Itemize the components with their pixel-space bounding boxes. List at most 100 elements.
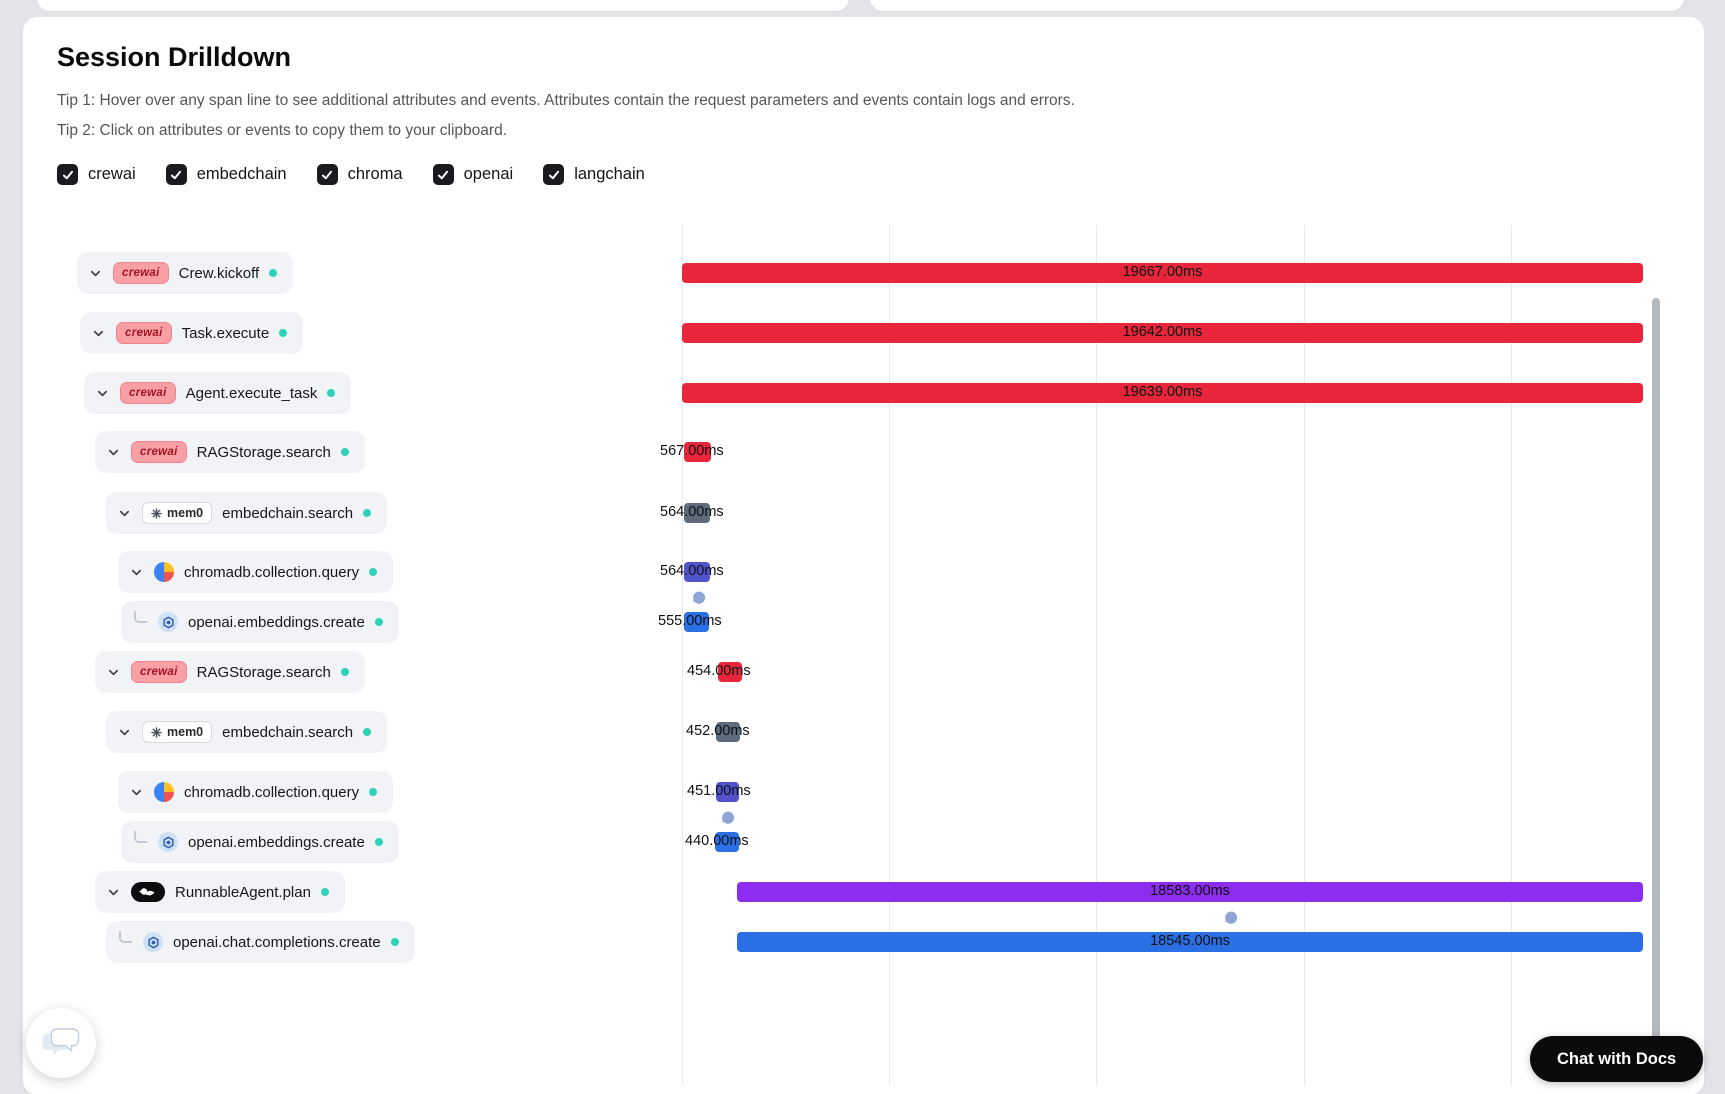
checkbox-checked-icon[interactable] — [316, 164, 338, 185]
span-pill[interactable]: chromadb.collection.query — [118, 771, 394, 813]
span-duration-bar[interactable] — [684, 503, 710, 523]
event-bubble-icon[interactable] — [690, 589, 708, 607]
span-pill[interactable]: openai.embeddings.create — [121, 601, 399, 643]
trace-row: openai.embeddings.create 440.00ms — [0, 809, 1725, 872]
provider-logo-slot: crewai — [113, 262, 169, 284]
span-duration-bar[interactable] — [684, 562, 710, 582]
provider-logo-slot: crewai — [120, 382, 176, 404]
mem0-star-icon — [151, 726, 162, 738]
status-dot — [374, 618, 383, 626]
provider-filter-embedchain[interactable]: embedchain — [165, 164, 287, 185]
span-duration-label: 564.00ms — [660, 504, 724, 520]
provider-logo-slot: crewai — [131, 441, 187, 463]
provider-filter-label: crewai — [88, 165, 136, 183]
span-pill[interactable]: openai.chat.completions.create — [106, 921, 415, 963]
provider-logo-slot — [143, 932, 163, 952]
chat-with-docs-button[interactable]: Chat with Docs — [1530, 1036, 1704, 1082]
span-pill[interactable]: crewai RAGStorage.search — [95, 431, 365, 473]
span-duration-bar[interactable] — [682, 383, 1643, 403]
provider-filter-crewai[interactable]: crewai — [57, 164, 136, 185]
provider-logo-slot: mem0 — [142, 502, 213, 524]
trace-row: crewai RAGStorage.search 454.00ms — [0, 642, 1725, 702]
provider-filter-bar: crewai embedchain chroma openai langchai… — [57, 164, 645, 185]
trace-row: crewai Task.execute 19642.00ms — [0, 303, 1725, 363]
chevron-down-icon[interactable] — [117, 725, 132, 740]
checkbox-checked-icon[interactable] — [165, 164, 187, 185]
timeline-gridline — [1511, 225, 1512, 1085]
chevron-down-icon[interactable] — [106, 665, 121, 680]
page-title: Session Drilldown — [57, 42, 292, 72]
event-bubble-icon[interactable] — [1222, 909, 1240, 927]
openai-logo — [158, 832, 178, 852]
provider-filter-openai[interactable]: openai — [432, 164, 514, 185]
span-duration-bar[interactable] — [718, 662, 742, 682]
status-dot — [320, 888, 329, 896]
span-pill[interactable]: crewai Agent.execute_task — [84, 372, 352, 414]
trace-row: RunnableAgent.plan 18583.00ms — [0, 862, 1725, 922]
mem0-logo: mem0 — [142, 721, 213, 743]
event-bubble-icon[interactable] — [719, 809, 737, 827]
status-dot — [340, 668, 349, 676]
provider-filter-label: embedchain — [196, 165, 287, 183]
mem0-logo: mem0 — [142, 502, 213, 524]
span-duration-bar[interactable] — [737, 882, 1643, 902]
background-card-left — [36, 0, 850, 12]
chevron-down-icon[interactable] — [95, 386, 110, 401]
span-name: chromadb.collection.query — [184, 563, 360, 581]
span-pill[interactable]: openai.embeddings.create — [121, 821, 399, 863]
span-pill[interactable]: crewai Task.execute — [80, 312, 304, 354]
chevron-down-icon[interactable] — [129, 565, 144, 580]
provider-logo-slot — [154, 782, 174, 802]
span-pill[interactable]: chromadb.collection.query — [118, 551, 394, 593]
span-duration-bar[interactable] — [716, 722, 740, 742]
timeline-gridline — [889, 225, 890, 1085]
span-duration-bar[interactable] — [682, 323, 1643, 343]
crewai-logo: crewai — [131, 441, 187, 463]
provider-filter-label: openai — [463, 165, 514, 183]
openai-logo — [158, 612, 178, 632]
span-pill[interactable]: mem0 embedchain.search — [106, 711, 388, 753]
timeline-gridline — [682, 225, 683, 1085]
trace-row: crewai Crew.kickoff 19667.00ms — [0, 243, 1725, 303]
span-name: embedchain.search — [222, 723, 354, 741]
provider-filter-label: langchain — [574, 165, 645, 183]
span-duration-bar[interactable] — [682, 263, 1643, 283]
span-name: Crew.kickoff — [178, 264, 260, 282]
checkbox-checked-icon[interactable] — [432, 164, 454, 185]
span-duration-label: 567.00ms — [660, 443, 724, 459]
checkbox-checked-icon[interactable] — [57, 164, 78, 185]
provider-logo-slot: mem0 — [142, 721, 213, 743]
trace-row: chromadb.collection.query 564.00ms — [0, 542, 1725, 602]
chevron-down-icon[interactable] — [106, 445, 121, 460]
checkbox-checked-icon[interactable] — [543, 164, 565, 185]
status-dot — [363, 509, 372, 517]
status-dot — [269, 269, 278, 277]
span-duration-bar[interactable] — [684, 442, 711, 462]
chevron-down-icon[interactable] — [91, 326, 106, 341]
span-pill[interactable]: mem0 embedchain.search — [106, 492, 388, 534]
chat-launcher-button[interactable] — [26, 1008, 96, 1078]
span-pill[interactable]: crewai Crew.kickoff — [77, 252, 294, 294]
vertical-scrollbar-thumb[interactable] — [1652, 298, 1660, 1078]
span-duration-bar[interactable] — [715, 832, 739, 852]
span-duration-label: 452.00ms — [686, 723, 750, 739]
span-pill[interactable]: RunnableAgent.plan — [95, 871, 345, 913]
chevron-down-icon[interactable] — [117, 506, 132, 521]
provider-filter-langchain[interactable]: langchain — [543, 164, 645, 185]
trace-row: crewai RAGStorage.search 567.00ms — [0, 422, 1725, 482]
chevron-down-icon[interactable] — [106, 885, 121, 900]
span-duration-bar[interactable] — [716, 782, 739, 802]
provider-logo-slot — [158, 832, 178, 852]
status-dot — [363, 728, 372, 736]
provider-filter-chroma[interactable]: chroma — [316, 164, 403, 185]
trace-row: mem0 embedchain.search 452.00ms — [0, 702, 1725, 762]
span-pill[interactable]: crewai RAGStorage.search — [95, 651, 365, 693]
span-duration-bar[interactable] — [684, 612, 709, 632]
chevron-down-icon[interactable] — [129, 785, 144, 800]
span-name: RAGStorage.search — [196, 443, 331, 461]
span-duration-bar[interactable] — [737, 932, 1643, 952]
openai-logo — [143, 932, 163, 952]
chevron-down-icon[interactable] — [88, 266, 103, 281]
